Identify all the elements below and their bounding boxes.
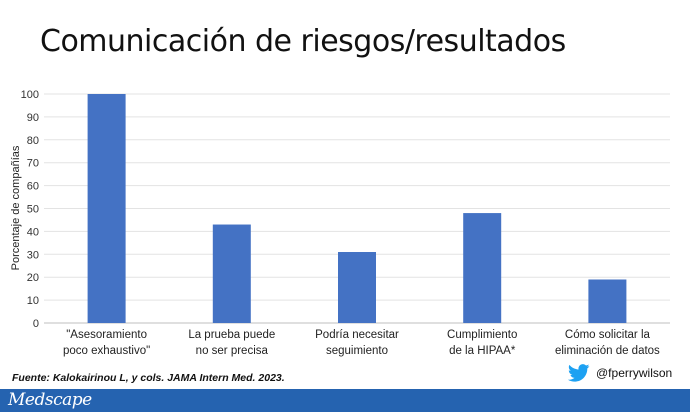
y-tick-label: 10	[27, 295, 39, 307]
x-category-label: seguimiento	[326, 345, 388, 357]
twitter-icon	[568, 364, 590, 382]
twitter-handle-text: @fperrywilson	[596, 366, 673, 380]
y-tick-label: 60	[27, 181, 39, 193]
x-category-label: no ser precisa	[196, 345, 269, 357]
x-category-label: Cómo solicitar la	[565, 329, 651, 341]
x-axis-labels: "Asesoramiento poco exhaustivo" La prueba …	[63, 329, 660, 357]
bar	[87, 94, 126, 323]
y-tick-label: 100	[21, 89, 39, 101]
y-tick-label: 30	[27, 249, 39, 261]
bar	[463, 213, 502, 323]
bars	[87, 94, 627, 323]
x-category-label: poco exhaustivo"	[63, 345, 150, 357]
bar	[212, 224, 251, 323]
y-tick-label: 50	[27, 204, 39, 216]
y-tick-label: 20	[27, 272, 39, 284]
x-category-label: eliminación de datos	[555, 345, 660, 357]
x-category-label: de la HIPAA*	[449, 345, 516, 357]
y-axis-label: Porcentaje de compañías	[10, 145, 22, 270]
x-category-label: La prueba puede	[188, 329, 275, 341]
y-tick-label: 90	[27, 112, 39, 124]
bar-chart: 0 10 20 30 40 50 60 70 80 90 100 "Asesoramiento poc…	[10, 89, 670, 357]
medscape-logo: Medscape	[8, 390, 92, 410]
y-axis-ticks: 0 10 20 30 40 50 60 70 80 90 100	[21, 89, 39, 330]
y-tick-label: 80	[27, 135, 39, 147]
source-citation: Fuente: Kalokairinou L, y cols. JAMA Int…	[12, 372, 285, 384]
y-tick-label: 40	[27, 226, 39, 238]
twitter-handle: @fperrywilson	[568, 364, 672, 382]
x-category-label: Cumplimiento	[447, 329, 517, 341]
bar	[338, 252, 376, 323]
footer-bar: Medscape	[0, 389, 690, 412]
page-title: Comunicación de riesgos/resultados	[40, 24, 566, 59]
y-tick-label: 0	[33, 318, 39, 330]
bar	[588, 279, 627, 323]
x-category-label: "Asesoramiento	[66, 329, 147, 341]
x-category-label: Podría necesitar	[315, 329, 399, 341]
y-tick-label: 70	[27, 158, 39, 170]
